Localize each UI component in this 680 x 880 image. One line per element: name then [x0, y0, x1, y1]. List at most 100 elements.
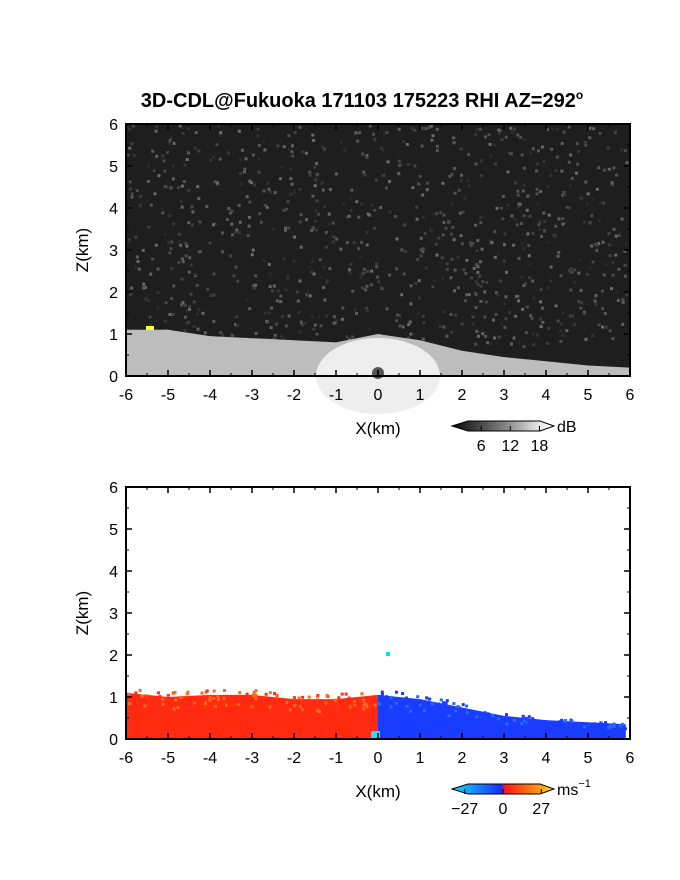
reflectivity-noise-pixel	[604, 263, 608, 267]
velocity-speckle-pixel	[465, 711, 469, 714]
reflectivity-noise-pixel	[423, 232, 427, 235]
reflectivity-noise-pixel	[621, 298, 625, 301]
reflectivity-noise-pixel	[168, 313, 172, 316]
velocity-speckle-pixel	[389, 705, 393, 709]
reflectivity-noise-pixel	[567, 125, 571, 129]
reflectivity-noise-pixel	[502, 302, 506, 306]
reflectivity-noise-pixel	[431, 285, 435, 289]
velocity-speckle-pixel	[620, 722, 624, 726]
reflectivity-noise-pixel	[313, 323, 317, 327]
reflectivity-noise-pixel	[421, 193, 425, 197]
velocity-speckle-pixel	[437, 702, 441, 706]
reflectivity-noise-pixel	[621, 300, 625, 304]
reflectivity-noise-pixel	[166, 150, 169, 154]
reflectivity-noise-pixel	[584, 143, 588, 147]
reflectivity-noise-pixel	[460, 173, 464, 177]
velocity-speckle-pixel	[345, 702, 349, 706]
velocity-speckle-pixel	[222, 699, 226, 703]
velocity-speckle-pixel	[205, 689, 209, 693]
reflectivity-noise-pixel	[474, 223, 478, 227]
reflectivity-noise-pixel	[328, 267, 332, 271]
reflectivity-noise-pixel	[320, 275, 324, 279]
reflectivity-noise-pixel	[407, 323, 411, 326]
velocity-speckle-pixel	[344, 692, 348, 696]
reflectivity-noise-pixel	[526, 232, 530, 236]
reflectivity-noise-pixel	[327, 212, 331, 216]
reflectivity-noise-pixel	[147, 180, 150, 183]
velocity-speckle-pixel	[245, 692, 249, 696]
reflectivity-noise-pixel	[463, 196, 467, 200]
reflectivity-noise-pixel	[476, 283, 480, 287]
reflectivity-noise-pixel	[489, 342, 493, 346]
reflectivity-noise-pixel	[279, 177, 282, 181]
velocity-speckle-pixel	[273, 692, 276, 696]
reflectivity-noise-pixel	[396, 313, 400, 317]
reflectivity-noise-pixel	[365, 230, 369, 234]
reflectivity-noise-pixel	[493, 255, 497, 259]
reflectivity-noise-pixel	[593, 299, 597, 303]
reflectivity-noise-pixel	[290, 150, 294, 154]
reflectivity-noise-pixel	[598, 131, 602, 135]
reflectivity-noise-pixel	[320, 181, 324, 185]
reflectivity-noise-pixel	[311, 133, 315, 137]
reflectivity-noise-pixel	[165, 185, 169, 189]
reflectivity-colorbar-unit: dB	[557, 419, 577, 436]
reflectivity-noise-pixel	[475, 263, 479, 267]
velocity-speckle-pixel	[185, 700, 189, 704]
velocity-speckle-pixel	[586, 722, 590, 726]
reflectivity-noise-pixel	[617, 267, 621, 271]
reflectivity-noise-pixel	[276, 289, 280, 293]
velocity-speckle-pixel	[203, 702, 207, 706]
velocity-speckle-pixel	[560, 722, 564, 725]
reflectivity-noise-pixel	[478, 274, 482, 278]
reflectivity-noise-pixel	[509, 126, 513, 130]
reflectivity-noise-pixel	[312, 139, 316, 142]
reflectivity-noise-pixel	[151, 149, 155, 153]
reflectivity-noise-pixel	[128, 180, 132, 184]
reflectivity-noise-pixel	[154, 129, 158, 133]
reflectivity-noise-pixel	[380, 174, 384, 178]
reflectivity-noise-pixel	[129, 292, 133, 296]
reflectivity-noise-pixel	[532, 296, 536, 300]
reflectivity-noise-pixel	[584, 180, 588, 184]
velocity-x-tick-label: 2	[458, 750, 467, 767]
reflectivity-noise-pixel	[601, 240, 605, 244]
reflectivity-noise-pixel	[128, 127, 132, 131]
reflectivity-noise-pixel	[236, 279, 240, 283]
velocity-positive-region	[126, 692, 378, 739]
reflectivity-noise-pixel	[591, 334, 595, 338]
reflectivity-noise-pixel	[421, 314, 425, 318]
reflectivity-noise-pixel	[453, 289, 456, 293]
velocity-speckle-pixel	[213, 705, 217, 708]
velocity-speckle-pixel	[211, 700, 215, 704]
velocity-speckle-pixel	[475, 715, 479, 719]
reflectivity-noise-pixel	[322, 286, 326, 289]
velocity-speckle-pixel	[531, 717, 535, 721]
reflectivity-noise-pixel	[127, 238, 131, 242]
reflectivity-noise-pixel	[180, 184, 184, 188]
reflectivity-x-tick-label: 0	[374, 387, 383, 404]
reflectivity-noise-pixel	[275, 299, 279, 303]
velocity-speckle-pixel	[467, 710, 471, 714]
reflectivity-noise-pixel	[332, 315, 336, 319]
reflectivity-noise-pixel	[310, 315, 314, 319]
reflectivity-noise-pixel	[334, 172, 338, 176]
reflectivity-noise-pixel	[171, 313, 175, 316]
reflectivity-noise-pixel	[575, 171, 578, 175]
reflectivity-noise-pixel	[413, 164, 417, 168]
reflectivity-noise-layer	[126, 124, 629, 349]
velocity-y-tick-label: 0	[109, 732, 118, 749]
velocity-speckle-pixel	[612, 725, 616, 728]
reflectivity-noise-pixel	[450, 232, 454, 236]
velocity-speckle-pixel	[418, 703, 422, 707]
reflectivity-noise-pixel	[280, 165, 284, 169]
velocity-y-tick-label: 3	[109, 606, 118, 623]
velocity-speckle-pixel	[293, 704, 297, 708]
velocity-speckle-pixel	[394, 701, 398, 705]
reflectivity-noise-pixel	[270, 289, 274, 293]
velocity-speckle-pixel	[254, 689, 258, 693]
reflectivity-yellow-spot	[146, 326, 154, 330]
reflectivity-noise-pixel	[402, 272, 406, 276]
reflectivity-noise-pixel	[130, 286, 134, 290]
reflectivity-noise-pixel	[360, 272, 364, 276]
